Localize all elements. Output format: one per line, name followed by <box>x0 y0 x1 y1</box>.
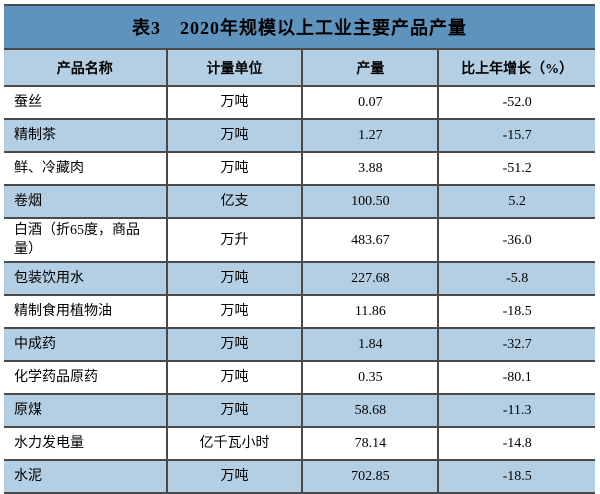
output-cell: 0.35 <box>301 360 439 394</box>
growth-cell: -51.2 <box>437 151 595 185</box>
product-name-cell: 化学药品原药 <box>4 360 167 394</box>
unit-cell: 万吨 <box>165 393 303 427</box>
product-name-cell: 精制食用植物油 <box>4 294 167 328</box>
growth-cell: -5.8 <box>437 261 595 295</box>
product-name-cell: 鲜、冷藏肉 <box>4 151 167 185</box>
table-row: 鲜、冷藏肉 万吨 3.88 -51.2 <box>4 151 595 185</box>
product-name-cell: 原煤 <box>4 393 167 427</box>
table-row: 水力发电量 亿千瓦小时 78.14 -14.8 <box>4 426 595 460</box>
growth-cell: 5.2 <box>437 184 595 218</box>
output-cell: 58.68 <box>301 393 439 427</box>
growth-cell: -52.0 <box>437 85 595 119</box>
products-table-container: 表3 2020年规模以上工业主要产品产量 产品名称 计量单位 产量 比上年增长（… <box>4 4 595 494</box>
table-header-row: 产品名称 计量单位 产量 比上年增长（%） <box>4 48 595 86</box>
table-row: 化学药品原药 万吨 0.35 -80.1 <box>4 360 595 394</box>
product-name-cell: 包装饮用水 <box>4 261 167 295</box>
product-name-cell: 水力发电量 <box>4 426 167 460</box>
table-title: 表3 2020年规模以上工业主要产品产量 <box>4 4 595 49</box>
output-cell: 0.07 <box>301 85 439 119</box>
product-name-cell: 精制茶 <box>4 118 167 152</box>
growth-cell: -36.0 <box>437 217 595 262</box>
unit-cell: 万吨 <box>165 459 303 494</box>
column-header-output: 产量 <box>301 48 439 86</box>
table-row: 原煤 万吨 58.68 -11.3 <box>4 393 595 427</box>
products-table: 表3 2020年规模以上工业主要产品产量 产品名称 计量单位 产量 比上年增长（… <box>4 4 595 494</box>
growth-cell: -15.7 <box>437 118 595 152</box>
table-row: 水泥 万吨 702.85 -18.5 <box>4 459 595 494</box>
growth-cell: -18.5 <box>437 294 595 328</box>
table-row: 精制茶 万吨 1.27 -15.7 <box>4 118 595 152</box>
output-cell: 702.85 <box>301 459 439 494</box>
column-header-unit: 计量单位 <box>165 48 303 86</box>
product-name-cell: 白酒（折65度，商品量） <box>4 217 167 262</box>
table-row: 中成药 万吨 1.84 -32.7 <box>4 327 595 361</box>
output-cell: 100.50 <box>301 184 439 218</box>
output-cell: 1.27 <box>301 118 439 152</box>
output-cell: 11.86 <box>301 294 439 328</box>
table-title-row: 表3 2020年规模以上工业主要产品产量 <box>4 4 595 49</box>
product-name-cell: 蚕丝 <box>4 85 167 119</box>
output-cell: 483.67 <box>301 217 439 262</box>
table-body: 蚕丝 万吨 0.07 -52.0 精制茶 万吨 1.27 -15.7 鲜、冷藏肉… <box>4 85 595 494</box>
unit-cell: 万吨 <box>165 294 303 328</box>
unit-cell: 万吨 <box>165 151 303 185</box>
output-cell: 78.14 <box>301 426 439 460</box>
growth-cell: -11.3 <box>437 393 595 427</box>
table-row: 卷烟 亿支 100.50 5.2 <box>4 184 595 218</box>
table-row: 包装饮用水 万吨 227.68 -5.8 <box>4 261 595 295</box>
growth-cell: -18.5 <box>437 459 595 494</box>
unit-cell: 万吨 <box>165 261 303 295</box>
unit-cell: 万升 <box>165 217 303 262</box>
growth-cell: -80.1 <box>437 360 595 394</box>
unit-cell: 亿支 <box>165 184 303 218</box>
table-row: 精制食用植物油 万吨 11.86 -18.5 <box>4 294 595 328</box>
product-name-cell: 中成药 <box>4 327 167 361</box>
output-cell: 3.88 <box>301 151 439 185</box>
output-cell: 1.84 <box>301 327 439 361</box>
unit-cell: 万吨 <box>165 327 303 361</box>
unit-cell: 亿千瓦小时 <box>165 426 303 460</box>
growth-cell: -14.8 <box>437 426 595 460</box>
unit-cell: 万吨 <box>165 85 303 119</box>
output-cell: 227.68 <box>301 261 439 295</box>
product-name-cell: 卷烟 <box>4 184 167 218</box>
column-header-product-name: 产品名称 <box>4 48 167 86</box>
growth-cell: -32.7 <box>437 327 595 361</box>
table-row: 蚕丝 万吨 0.07 -52.0 <box>4 85 595 119</box>
product-name-cell: 水泥 <box>4 459 167 494</box>
table-row: 白酒（折65度，商品量） 万升 483.67 -36.0 <box>4 217 595 262</box>
unit-cell: 万吨 <box>165 118 303 152</box>
unit-cell: 万吨 <box>165 360 303 394</box>
column-header-growth: 比上年增长（%） <box>437 48 595 86</box>
